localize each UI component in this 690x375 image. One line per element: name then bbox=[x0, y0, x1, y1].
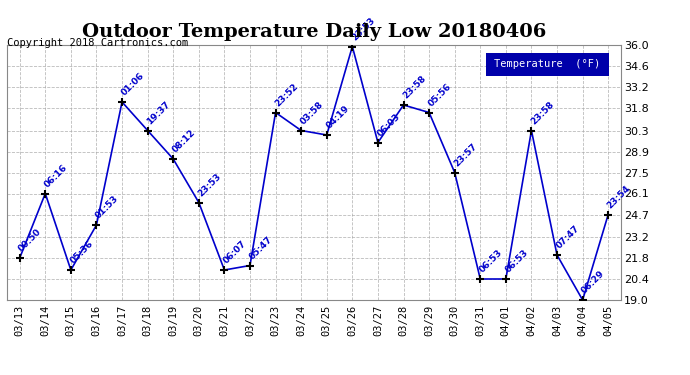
Text: 06:29: 06:29 bbox=[580, 269, 607, 296]
Text: 06:07: 06:07 bbox=[222, 239, 248, 266]
Text: 03:58: 03:58 bbox=[299, 99, 325, 126]
Text: 06:53: 06:53 bbox=[503, 248, 530, 274]
Text: 05:36: 05:36 bbox=[68, 239, 95, 266]
Text: 23:52: 23:52 bbox=[273, 81, 299, 108]
Text: 04:19: 04:19 bbox=[324, 104, 351, 130]
Title: Outdoor Temperature Daily Low 20180406: Outdoor Temperature Daily Low 20180406 bbox=[81, 22, 546, 40]
Text: 23:53: 23:53 bbox=[196, 171, 223, 198]
Text: 07:47: 07:47 bbox=[555, 224, 581, 251]
Text: 01:06: 01:06 bbox=[119, 71, 146, 98]
Text: 23:54: 23:54 bbox=[606, 183, 632, 210]
Text: 08:12: 08:12 bbox=[170, 128, 197, 154]
Text: 05:47: 05:47 bbox=[248, 234, 274, 261]
Text: 00:50: 00:50 bbox=[17, 227, 43, 254]
Text: 05:56: 05:56 bbox=[426, 81, 453, 108]
Text: 06:16: 06:16 bbox=[43, 162, 69, 189]
Text: 01:53: 01:53 bbox=[94, 194, 121, 220]
Text: 19:37: 19:37 bbox=[145, 99, 172, 126]
Text: 23:53: 23:53 bbox=[350, 15, 377, 42]
Text: 23:58: 23:58 bbox=[401, 74, 428, 100]
Text: 23:58: 23:58 bbox=[529, 99, 555, 126]
Text: 23:57: 23:57 bbox=[452, 141, 479, 168]
Text: 06:03: 06:03 bbox=[375, 112, 402, 138]
Text: 06:53: 06:53 bbox=[477, 248, 504, 274]
Text: Copyright 2018 Cartronics.com: Copyright 2018 Cartronics.com bbox=[7, 38, 188, 48]
